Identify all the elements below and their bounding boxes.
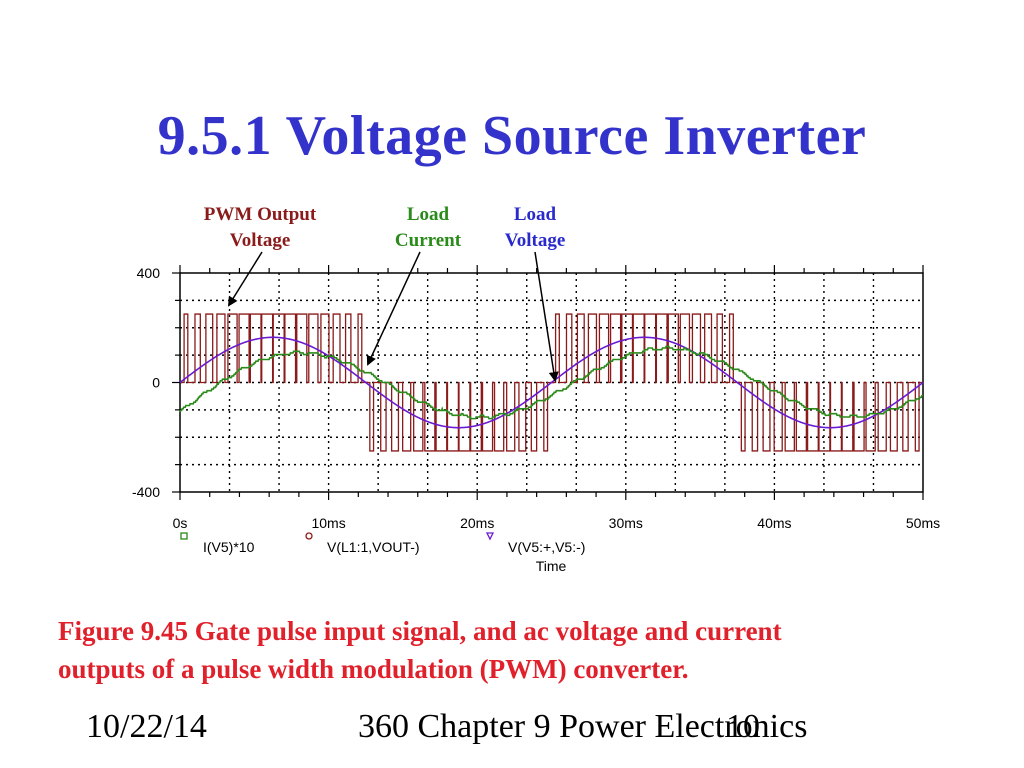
x-tick-label: 0s — [173, 515, 188, 531]
y-tick-label: -400 — [132, 484, 160, 500]
voltage-annotation-line1: Load — [513, 204, 557, 225]
y-tick-label: 400 — [137, 265, 161, 281]
x-axis-label: Time — [536, 558, 567, 574]
caption-line-1: Figure 9.45 Gate pulse input signal, and… — [58, 616, 782, 646]
chart-legend: I(V5)*10 V(L1:1,VOUT-) V(V5:+,V5:-) — [180, 532, 585, 555]
load-voltage-annotation: Load Voltage — [490, 202, 580, 254]
y-tick-label: 0 — [152, 375, 160, 391]
series-line-load-current — [179, 345, 923, 420]
arrow-load-voltage — [534, 251, 559, 382]
x-tick-label: 10ms — [311, 515, 345, 531]
pwm-voltage-annotation: PWM Output Voltage — [180, 202, 340, 254]
current-annotation-line1: Load — [406, 204, 450, 225]
footer-chapter: 360 Chapter 9 Power Electronics — [358, 708, 808, 745]
legend-label: V(L1:1,VOUT-) — [327, 539, 420, 555]
x-tick-label: 30ms — [609, 515, 643, 531]
legend-marker-circle — [305, 532, 313, 540]
pwm-annotation-line2: Voltage — [229, 230, 291, 251]
annotation-arrows — [227, 251, 559, 382]
arrow-pwm-output-voltage — [227, 251, 263, 307]
x-tick-label: 40ms — [757, 515, 791, 531]
chart-series — [179, 313, 924, 452]
legend-marker-square — [180, 532, 188, 540]
caption-line-2: outputs of a pulse width modulation (PWM… — [58, 654, 689, 684]
arrow-load-current — [366, 251, 421, 366]
footer-page-number: 10 — [726, 708, 760, 745]
legend-label: I(V5)*10 — [203, 539, 255, 555]
current-annotation-line2: Current — [394, 230, 462, 251]
figure-caption: Figure 9.45 Gate pulse input signal, and… — [58, 612, 1008, 688]
pwm-annotation-line1: PWM Output — [203, 204, 317, 225]
footer-date: 10/22/14 — [86, 708, 207, 745]
series-line-load-voltage — [179, 336, 924, 429]
x-tick-label: 50ms — [906, 515, 940, 531]
voltage-annotation-line2: Voltage — [504, 230, 566, 251]
legend-label: V(V5:+,V5:-) — [508, 539, 585, 555]
slide-title: 9.5.1 Voltage Source Inverter — [157, 105, 867, 167]
legend-marker-triangle — [485, 532, 495, 541]
load-current-annotation: Load Current — [378, 202, 478, 254]
x-tick-label: 20ms — [460, 515, 494, 531]
